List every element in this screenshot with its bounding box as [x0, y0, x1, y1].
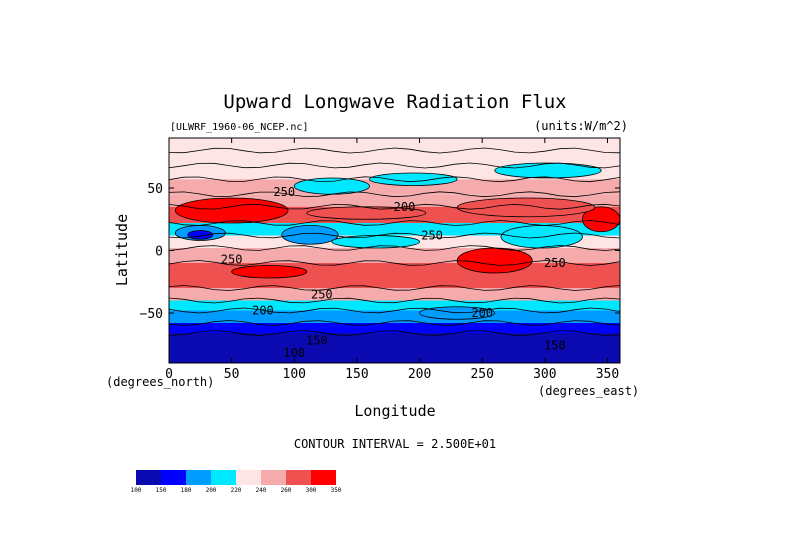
- contour-label: 250: [421, 229, 443, 243]
- x-tick-label: 250: [470, 367, 493, 382]
- y-tick-label: −50: [140, 307, 163, 322]
- shaded-region: [369, 172, 458, 186]
- contour-line: [168, 330, 621, 336]
- contour-label: 250: [311, 287, 333, 301]
- chart-title: Upward Longwave Radiation Flux: [223, 91, 566, 113]
- contour-line: [168, 307, 621, 314]
- y-tick-label: 0: [155, 245, 163, 260]
- shaded-band: [169, 288, 620, 301]
- contour-line: [168, 203, 621, 210]
- plot-area: [168, 138, 621, 363]
- contour-line: [168, 147, 621, 154]
- contour-line: [168, 245, 621, 251]
- contour-label: 200: [471, 306, 493, 320]
- contour-line: [168, 220, 621, 226]
- contour-label: 250: [544, 256, 566, 270]
- colorbar-tick-label: 350: [331, 487, 342, 494]
- shaded-region: [281, 225, 339, 245]
- colorbar-swatch: [311, 470, 336, 485]
- colorbar-tick-label: 300: [306, 487, 317, 494]
- contour-line: [168, 191, 621, 198]
- contour-label: 100: [283, 346, 305, 360]
- y-unit-label: (degrees_north): [106, 375, 214, 389]
- x-tick-label: 300: [533, 367, 556, 382]
- x-axis: 0 50 100 150 200 250 300 350: [165, 138, 619, 382]
- contour-label: 150: [306, 334, 328, 348]
- colorbar-tick-label: 200: [206, 487, 217, 494]
- colorbar-swatch: [286, 470, 311, 485]
- contour-line: [168, 285, 621, 291]
- shaded-region: [494, 162, 602, 179]
- x-tick-label: 350: [596, 367, 619, 382]
- contour-line: [168, 320, 621, 326]
- y-tick-label: 50: [147, 182, 163, 197]
- x-tick-label: 150: [345, 367, 368, 382]
- source-label: [ULWRF_1960-06_NCEP.nc]: [170, 122, 308, 133]
- shaded-region: [456, 197, 596, 218]
- shaded-band: [169, 310, 620, 323]
- y-axis: −50 0 50: [140, 182, 620, 322]
- contour-label: 200: [394, 200, 416, 214]
- colorbar-tick-label: 220: [231, 487, 242, 494]
- x-tick-label: 200: [408, 367, 431, 382]
- colorbar-swatch: [261, 470, 286, 485]
- shaded-region: [306, 206, 427, 220]
- contour-label: 200: [252, 304, 274, 318]
- colorbar-tick-label: 260: [281, 487, 292, 494]
- x-tick-label: 50: [224, 367, 240, 382]
- contour-label: 250: [273, 185, 295, 199]
- shaded-band: [169, 150, 620, 166]
- shaded-band: [169, 138, 620, 151]
- colorbar-tick-label: 150: [156, 487, 167, 494]
- shaded-band: [169, 300, 620, 311]
- x-tick-label: 100: [283, 367, 306, 382]
- x-unit-label: (degrees_east): [538, 384, 639, 398]
- contour-line: [168, 162, 621, 169]
- colorbar-swatch: [161, 470, 186, 485]
- colorbar: 100 150 180 200 220 240 260 300 350: [131, 470, 342, 494]
- shaded-band: [169, 179, 620, 195]
- shaded-region: [231, 265, 308, 279]
- x-tick-label: 0: [165, 367, 173, 382]
- colorbar-tick-label: 100: [131, 487, 142, 494]
- colorbar-swatch: [186, 470, 211, 485]
- contour-line: [168, 260, 621, 266]
- colorbar-tick-label: 180: [181, 487, 192, 494]
- shaded-band: [169, 323, 620, 333]
- units-label: (units:W/m^2): [534, 119, 628, 133]
- colorbar-swatch: [136, 470, 161, 485]
- contour-line: [168, 176, 621, 183]
- contour-interval: CONTOUR INTERVAL = 2.500E+01: [294, 437, 496, 451]
- colorbar-swatch: [211, 470, 236, 485]
- contour-line: [168, 297, 621, 304]
- y-axis-label: Latitude: [113, 214, 131, 286]
- contour-label: 250: [221, 252, 243, 266]
- colorbar-tick-label: 240: [256, 487, 267, 494]
- contour-label: 150: [544, 339, 566, 353]
- colorbar-swatch: [236, 470, 261, 485]
- shaded-region: [456, 247, 533, 274]
- contour-line: [168, 232, 621, 239]
- shaded-region: [174, 197, 289, 224]
- x-axis-label: Longitude: [354, 402, 435, 420]
